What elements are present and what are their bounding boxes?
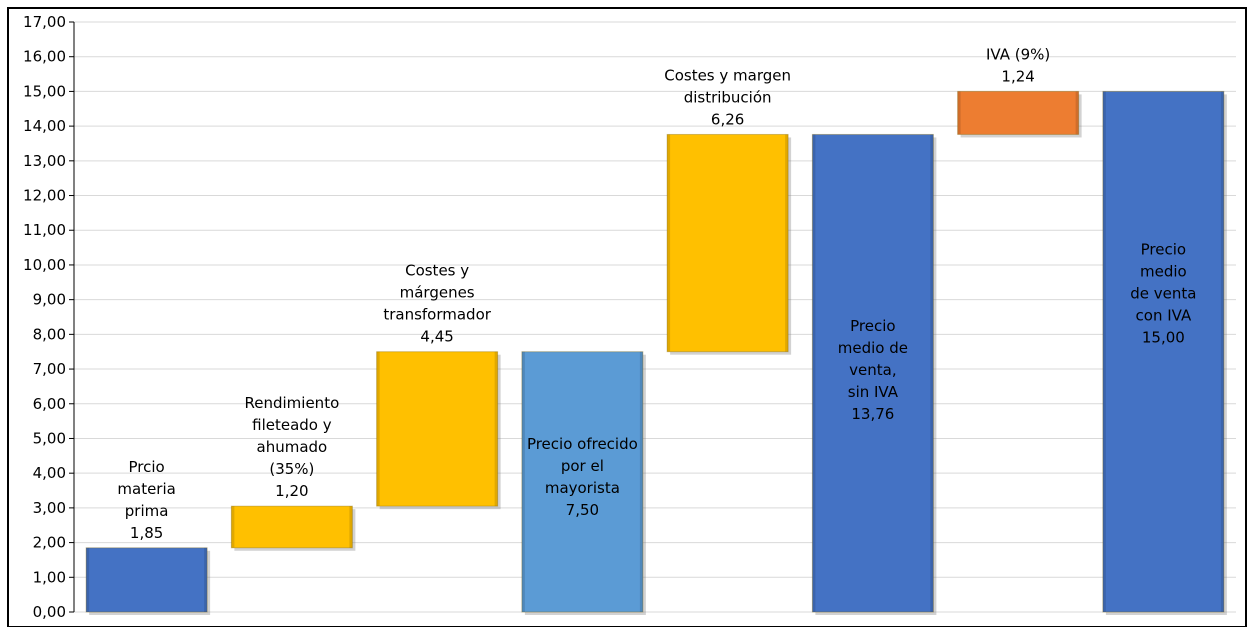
y-tick-label: 17,00 bbox=[23, 13, 66, 31]
bar-edge bbox=[495, 352, 498, 506]
bar-data-label: 15,00 bbox=[1142, 329, 1185, 347]
bar-edge bbox=[958, 91, 961, 134]
bar-data-label: con IVA bbox=[1136, 307, 1192, 325]
y-tick-label: 8,00 bbox=[33, 325, 66, 343]
bar-edge bbox=[522, 352, 525, 612]
bar-data-label: prima bbox=[125, 502, 169, 520]
waterfall-bar bbox=[1103, 91, 1224, 612]
y-tick-label: 9,00 bbox=[33, 291, 66, 309]
bar-edge bbox=[930, 134, 933, 612]
waterfall-bar bbox=[86, 548, 207, 612]
bar-data-label: 13,76 bbox=[851, 405, 894, 423]
bar-data-label: Prcio bbox=[129, 458, 165, 476]
bar-data-label: de venta bbox=[1130, 285, 1196, 303]
bar-data-label: Costes y bbox=[405, 262, 469, 280]
y-tick-label: 5,00 bbox=[33, 429, 66, 447]
y-tick-label: 0,00 bbox=[33, 603, 66, 621]
bar-edge bbox=[377, 352, 380, 506]
bar-data-label: transformador bbox=[383, 306, 491, 324]
bar-data-label: por el bbox=[561, 457, 604, 475]
y-tick-label: 15,00 bbox=[23, 82, 66, 100]
waterfall-bar bbox=[667, 134, 788, 351]
bar-edge bbox=[1103, 91, 1106, 612]
bar-data-label: fileteado y bbox=[252, 416, 332, 434]
bar-edge bbox=[86, 548, 89, 612]
bar-data-label: medio bbox=[1140, 263, 1187, 281]
y-tick-label: 14,00 bbox=[23, 117, 66, 135]
bar-data-label: Precio ofrecido bbox=[527, 435, 638, 453]
y-tick-label: 10,00 bbox=[23, 256, 66, 274]
bar-data-label: 1,20 bbox=[275, 482, 308, 500]
bar-edge bbox=[349, 506, 352, 548]
bar-edge bbox=[640, 352, 643, 612]
bar-edge bbox=[204, 548, 207, 612]
y-tick-label: 16,00 bbox=[23, 48, 66, 66]
bar-data-label: (35%) bbox=[269, 460, 314, 478]
bar-data-label: 1,24 bbox=[1001, 67, 1034, 85]
bar-edge bbox=[1221, 91, 1224, 612]
y-tick-label: 13,00 bbox=[23, 152, 66, 170]
bar-edge bbox=[667, 134, 670, 351]
bar-edge bbox=[785, 134, 788, 351]
y-tick-label: 2,00 bbox=[33, 534, 66, 552]
bar-data-label: 4,45 bbox=[420, 328, 453, 346]
waterfall-bar bbox=[231, 506, 352, 548]
bar-edge bbox=[1076, 91, 1079, 134]
bar-edge bbox=[812, 134, 815, 612]
bar-data-label: 1,85 bbox=[130, 524, 163, 542]
y-tick-label: 4,00 bbox=[33, 464, 66, 482]
y-tick-label: 6,00 bbox=[33, 395, 66, 413]
bar-data-label: márgenes bbox=[400, 284, 475, 302]
bar-data-label: distribución bbox=[684, 88, 772, 106]
bar-data-label: Rendimiento bbox=[245, 394, 340, 412]
bar-data-label: Precio bbox=[850, 317, 895, 335]
y-tick-label: 11,00 bbox=[23, 221, 66, 239]
bar-data-label: Precio bbox=[1141, 241, 1186, 259]
bar-edge bbox=[231, 506, 234, 548]
bar-data-label: Costes y margen bbox=[664, 66, 791, 84]
bar-data-label: ahumado bbox=[257, 438, 328, 456]
bar-data-label: 7,50 bbox=[566, 501, 599, 519]
y-tick-label: 1,00 bbox=[33, 568, 66, 586]
y-tick-label: 7,00 bbox=[33, 360, 66, 378]
bar-data-label: 6,26 bbox=[711, 110, 744, 128]
bar-data-label: materia bbox=[117, 480, 175, 498]
bar-data-label: sin IVA bbox=[848, 383, 899, 401]
bar-data-label: IVA (9%) bbox=[986, 45, 1050, 63]
waterfall-bar bbox=[377, 352, 498, 506]
y-tick-label: 3,00 bbox=[33, 499, 66, 517]
y-tick-label: 12,00 bbox=[23, 187, 66, 205]
bar-data-label: mayorista bbox=[545, 479, 620, 497]
bar-data-label: venta, bbox=[849, 361, 896, 379]
waterfall-bar bbox=[958, 91, 1079, 134]
bar-data-label: medio de bbox=[838, 339, 908, 357]
